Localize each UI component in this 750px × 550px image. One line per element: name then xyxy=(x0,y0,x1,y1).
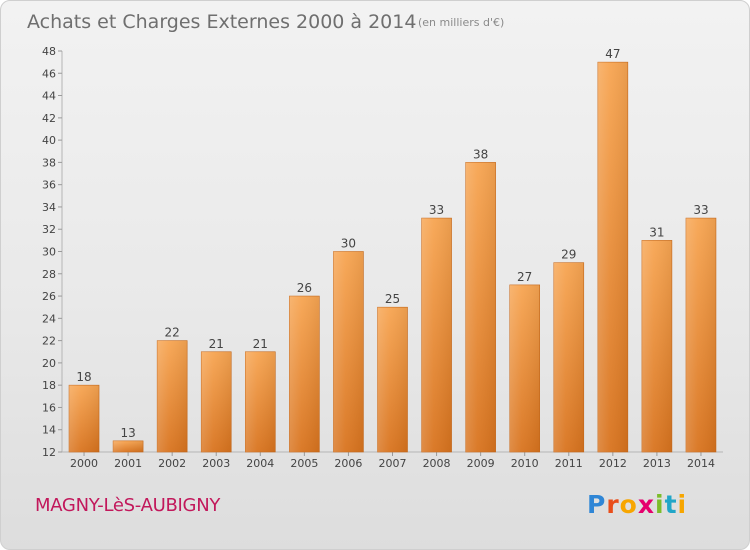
y-tick-label: 22 xyxy=(42,335,56,348)
x-tick-label: 2005 xyxy=(290,457,318,470)
bar-value-label: 26 xyxy=(297,281,312,295)
bar-shine xyxy=(69,385,100,452)
bar-shine xyxy=(421,218,452,452)
bar-shine xyxy=(553,262,584,452)
bar-value-label: 38 xyxy=(473,147,488,161)
y-tick-label: 40 xyxy=(42,134,56,147)
x-tick-label: 2006 xyxy=(334,457,362,470)
bar-value-label: 31 xyxy=(649,225,664,239)
y-tick-label: 24 xyxy=(42,312,56,325)
bar-shine xyxy=(685,218,716,452)
y-tick-label: 36 xyxy=(42,179,56,192)
chart-subtitle: (en milliers d'€) xyxy=(418,16,505,29)
y-tick-label: 46 xyxy=(42,67,56,80)
x-tick-label: 2004 xyxy=(246,457,274,470)
y-tick-label: 16 xyxy=(42,401,56,414)
label-layer: 18 2000 13 2001 22 2002 21 2003 21 2004 26 2005 30 20… xyxy=(70,47,715,470)
y-tick-label: 48 xyxy=(42,45,56,58)
bar-value-label: 33 xyxy=(693,203,708,217)
bar-value-label: 30 xyxy=(341,237,356,251)
y-tick-label: 34 xyxy=(42,201,56,214)
bar-value-label: 18 xyxy=(76,370,91,384)
x-tick-label: 2007 xyxy=(379,457,407,470)
bar-value-label: 21 xyxy=(209,337,224,351)
x-tick-label: 2010 xyxy=(511,457,539,470)
y-tick-label: 38 xyxy=(42,156,56,169)
y-tick-label: 32 xyxy=(42,223,56,236)
x-tick-label: 2012 xyxy=(599,457,627,470)
bar-shine xyxy=(157,340,188,452)
x-tick-label: 2001 xyxy=(114,457,142,470)
bar-shine xyxy=(289,296,320,452)
x-tick-label: 2013 xyxy=(643,457,671,470)
x-tick-label: 2000 xyxy=(70,457,98,470)
bar-shine xyxy=(201,351,232,452)
bar-shine xyxy=(597,62,628,453)
bar-value-label: 25 xyxy=(385,292,400,306)
commune-name: MAGNY-LèS-AUBIGNY xyxy=(35,495,221,516)
bar-value-label: 22 xyxy=(165,326,180,340)
bar-shine xyxy=(333,251,364,452)
y-tick-label: 26 xyxy=(42,290,56,303)
x-tick-label: 2002 xyxy=(158,457,186,470)
y-tick-label: 20 xyxy=(42,357,56,370)
bar-shine xyxy=(641,240,672,452)
y-tick-label: 14 xyxy=(42,424,56,437)
y-tick-label: 12 xyxy=(42,446,56,459)
y-tick-label: 18 xyxy=(42,379,56,392)
bar-value-label: 13 xyxy=(120,426,135,440)
y-tick-label: 30 xyxy=(42,246,56,259)
bar-shine xyxy=(377,307,408,452)
proxiti-logo: Proxiti xyxy=(587,490,688,519)
y-tick-label: 44 xyxy=(42,90,56,103)
bar-value-label: 29 xyxy=(561,248,576,262)
chart-title: Achats et Charges Externes 2000 à 2014 xyxy=(27,11,417,33)
bar-value-label: 27 xyxy=(517,270,532,284)
x-tick-label: 2003 xyxy=(202,457,230,470)
y-tick-label: 28 xyxy=(42,268,56,281)
bar-value-label: 33 xyxy=(429,203,444,217)
x-tick-label: 2011 xyxy=(555,457,583,470)
x-tick-label: 2009 xyxy=(467,457,495,470)
bar-shine xyxy=(245,351,276,452)
x-tick-label: 2008 xyxy=(423,457,451,470)
bar-shine xyxy=(465,162,496,452)
bar-layer xyxy=(68,61,717,453)
bar-value-label: 21 xyxy=(253,337,268,351)
bar-shine xyxy=(509,284,540,452)
x-tick-label: 2014 xyxy=(687,457,715,470)
bar-shine xyxy=(113,440,144,452)
y-tick-label: 42 xyxy=(42,112,56,125)
bar-value-label: 47 xyxy=(605,47,620,61)
